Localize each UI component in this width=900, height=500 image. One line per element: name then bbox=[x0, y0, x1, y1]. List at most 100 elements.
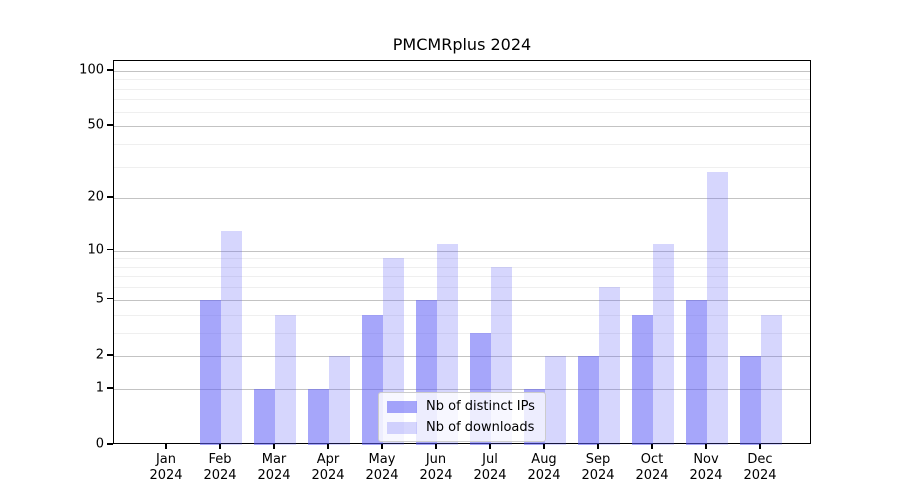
x-tick-year-jan: 2024 bbox=[149, 468, 183, 483]
y-tick-mark-50 bbox=[107, 124, 113, 126]
gridline-minor-60 bbox=[114, 111, 810, 113]
y-tick-label-5: 5 bbox=[95, 291, 104, 307]
x-tick-year-aug: 2024 bbox=[527, 468, 561, 483]
x-tick-mark-jan bbox=[165, 444, 167, 449]
gridline-minor-8 bbox=[114, 266, 810, 268]
x-tick-mark-nov bbox=[705, 444, 707, 449]
legend-label-downloads: Nb of downloads bbox=[426, 420, 535, 435]
bar-distinct-ips-sep bbox=[578, 355, 599, 445]
x-tick-label-jan: Jan 2024 bbox=[134, 452, 198, 484]
bar-downloads-feb bbox=[221, 231, 242, 445]
x-tick-year-jun: 2024 bbox=[419, 468, 453, 483]
x-tick-year-feb: 2024 bbox=[203, 468, 237, 483]
x-tick-label-apr: Apr 2024 bbox=[296, 452, 360, 484]
legend-item-downloads: Nb of downloads bbox=[387, 419, 535, 436]
bar-downloads-nov bbox=[707, 171, 728, 445]
y-tick-label-10: 10 bbox=[87, 242, 104, 258]
x-tick-mark-jun bbox=[435, 444, 437, 449]
y-tick-label-1: 1 bbox=[95, 380, 104, 396]
x-tick-month-nov: Nov bbox=[693, 452, 719, 467]
y-tick-label-20: 20 bbox=[87, 189, 104, 205]
x-tick-year-apr: 2024 bbox=[311, 468, 345, 483]
x-tick-year-oct: 2024 bbox=[635, 468, 669, 483]
y-tick-mark-1 bbox=[107, 387, 113, 389]
bar-downloads-sep bbox=[599, 287, 620, 445]
x-tick-mark-dec bbox=[759, 444, 761, 449]
x-tick-month-feb: Feb bbox=[208, 452, 232, 467]
gridline-minor-70 bbox=[114, 99, 810, 101]
x-tick-month-may: May bbox=[368, 452, 396, 467]
chart-title: PMCMRplus 2024 bbox=[392, 35, 532, 54]
gridline-minor-9 bbox=[114, 258, 810, 260]
x-tick-month-oct: Oct bbox=[640, 452, 664, 467]
y-tick-mark-20 bbox=[107, 196, 113, 198]
x-tick-year-dec: 2024 bbox=[743, 468, 777, 483]
x-tick-mark-mar bbox=[273, 444, 275, 449]
legend-swatch-downloads bbox=[387, 421, 417, 434]
gridline-major-5 bbox=[114, 299, 810, 301]
y-tick-mark-10 bbox=[107, 248, 113, 251]
bar-downloads-aug bbox=[545, 355, 566, 445]
gridline-major-100 bbox=[114, 70, 810, 72]
x-tick-mark-may bbox=[381, 444, 383, 449]
bar-downloads-dec bbox=[761, 314, 782, 445]
bar-distinct-ips-oct bbox=[632, 314, 653, 445]
x-tick-label-jul: Jul 2024 bbox=[458, 452, 522, 484]
gridline-minor-3 bbox=[114, 332, 810, 334]
legend-swatch-distinct-ips bbox=[387, 400, 417, 413]
x-tick-year-sep: 2024 bbox=[581, 468, 615, 483]
gridline-major-10 bbox=[114, 250, 810, 252]
legend-label-distinct-ips: Nb of distinct IPs bbox=[426, 399, 535, 414]
y-tick-label-50: 50 bbox=[87, 117, 104, 133]
bar-distinct-ips-dec bbox=[740, 355, 761, 445]
bar-distinct-ips-feb bbox=[200, 299, 221, 445]
bar-downloads-apr bbox=[329, 355, 350, 445]
gridline-minor-80 bbox=[114, 88, 810, 90]
gridline-major-2 bbox=[114, 355, 810, 357]
x-tick-label-feb: Feb 2024 bbox=[188, 452, 252, 484]
x-tick-label-mar: Mar 2024 bbox=[242, 452, 306, 484]
gridline-minor-4 bbox=[114, 314, 810, 316]
x-tick-mark-oct bbox=[651, 444, 653, 449]
x-tick-month-apr: Apr bbox=[316, 452, 340, 467]
bar-distinct-ips-mar bbox=[254, 388, 275, 445]
legend: Nb of distinct IPs Nb of downloads bbox=[378, 392, 546, 442]
bar-distinct-ips-nov bbox=[686, 299, 707, 445]
x-tick-label-jun: Jun 2024 bbox=[404, 452, 468, 484]
y-tick-mark-100 bbox=[107, 69, 113, 71]
bar-downloads-mar bbox=[275, 314, 296, 445]
x-tick-label-aug: Aug 2024 bbox=[512, 452, 576, 484]
x-tick-month-jul: Jul bbox=[482, 452, 498, 467]
x-tick-month-dec: Dec bbox=[747, 452, 773, 467]
x-tick-year-mar: 2024 bbox=[257, 468, 291, 483]
y-tick-label-100: 100 bbox=[79, 62, 104, 78]
x-tick-month-aug: Aug bbox=[531, 452, 557, 467]
x-tick-mark-feb bbox=[219, 444, 221, 449]
x-tick-month-jun: Jun bbox=[425, 452, 447, 467]
x-tick-mark-sep bbox=[597, 444, 599, 449]
x-tick-label-dec: Dec 2024 bbox=[728, 452, 792, 484]
bar-downloads-oct bbox=[653, 243, 674, 445]
x-tick-mark-jul bbox=[489, 444, 491, 449]
y-tick-mark-2 bbox=[107, 354, 113, 356]
x-tick-year-jul: 2024 bbox=[473, 468, 507, 483]
gridline-minor-7 bbox=[114, 276, 810, 278]
x-tick-mark-aug bbox=[543, 444, 545, 449]
x-tick-label-may: May 2024 bbox=[350, 452, 414, 484]
y-tick-label-2: 2 bbox=[95, 347, 104, 363]
x-tick-label-oct: Oct 2024 bbox=[620, 452, 684, 484]
y-tick-mark-0 bbox=[107, 443, 113, 445]
x-tick-month-mar: Mar bbox=[261, 452, 287, 467]
gridline-minor-90 bbox=[114, 79, 810, 81]
gridline-major-20 bbox=[114, 198, 810, 200]
x-tick-year-nov: 2024 bbox=[689, 468, 723, 483]
bar-distinct-ips-may bbox=[362, 314, 383, 445]
gridline-major-50 bbox=[114, 126, 810, 128]
x-tick-label-nov: Nov 2024 bbox=[674, 452, 738, 484]
gridline-minor-30 bbox=[114, 166, 810, 168]
gridline-minor-40 bbox=[114, 143, 810, 145]
x-tick-year-may: 2024 bbox=[365, 468, 399, 483]
gridline-minor-6 bbox=[114, 287, 810, 289]
x-tick-label-sep: Sep 2024 bbox=[566, 452, 630, 484]
